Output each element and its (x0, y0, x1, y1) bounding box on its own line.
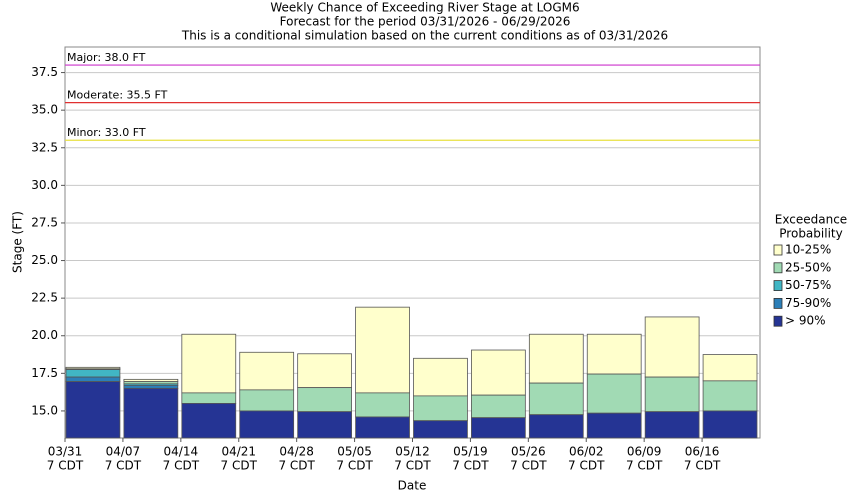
legend-label: 75-90% (785, 296, 831, 310)
bar-segment (355, 306, 410, 394)
legend-swatch (773, 244, 783, 256)
bar-segment (702, 354, 758, 382)
x-tick-sublabel: 7 CDT (221, 459, 258, 473)
threshold-label: Minor: 33.0 FT (67, 126, 146, 139)
x-tick-sublabel: 7 CDT (684, 459, 721, 473)
bar-segment (355, 416, 410, 439)
bar-segment (65, 369, 121, 378)
bar-segment (413, 357, 468, 397)
x-tick-label: 04/28 (279, 445, 314, 459)
x-tick-sublabel: 7 CDT (452, 459, 489, 473)
plot-area (64, 46, 761, 439)
x-tick-label: 04/21 (221, 445, 256, 459)
bar-segment (413, 395, 468, 422)
bar-segment (123, 384, 179, 389)
x-tick-label: 05/19 (453, 445, 488, 459)
legend-swatch (773, 297, 783, 309)
legend-swatch (773, 262, 783, 274)
threshold-label: Major: 38.0 FT (67, 51, 146, 64)
x-tick-sublabel: 7 CDT (105, 459, 142, 473)
x-tick-label: 06/16 (685, 445, 720, 459)
bar-segment (586, 373, 642, 414)
bar-segment (471, 349, 526, 396)
x-axis-label: Date (398, 479, 427, 493)
bar-segment (586, 412, 642, 439)
bar-segment (586, 333, 642, 375)
x-tick-label: 06/02 (569, 445, 604, 459)
x-tick-sublabel: 7 CDT (394, 459, 431, 473)
y-tick-label: 27.5 (31, 215, 58, 229)
legend-swatch (773, 280, 783, 292)
bar-segment (471, 417, 526, 439)
threshold-label: Moderate: 35.5 FT (67, 89, 168, 102)
bar-segment (65, 381, 121, 439)
bar-segment (297, 411, 352, 439)
x-tick-sublabel: 7 CDT (626, 459, 663, 473)
bar-segment (181, 392, 237, 404)
x-tick-sublabel: 7 CDT (568, 459, 605, 473)
x-tick-label: 05/12 (395, 445, 430, 459)
y-tick-label: 25.0 (31, 253, 58, 267)
bar-segment (702, 410, 758, 439)
chart-subtitle: This is a conditional simulation based o… (181, 29, 668, 43)
y-axis-label: Stage (FT) (11, 211, 25, 273)
bar-segment (239, 410, 295, 439)
bar-segment (181, 403, 237, 439)
bar-segment (297, 387, 352, 413)
bar-segment (471, 394, 526, 419)
bar-segment (123, 387, 179, 439)
y-tick-label: 30.0 (31, 178, 58, 192)
x-tick-label: 06/09 (627, 445, 662, 459)
chart-title: Weekly Chance of Exceeding River Stage a… (270, 1, 579, 15)
y-tick-label: 20.0 (31, 328, 58, 342)
y-tick-label: 37.5 (31, 65, 58, 79)
y-tick-label: 15.0 (31, 403, 58, 417)
y-tick-label: 35.0 (31, 103, 58, 117)
bar-segment (181, 333, 237, 394)
legend-label: > 90% (785, 314, 826, 328)
legend-title: Exceedance (775, 213, 847, 227)
bar-segment (644, 376, 700, 413)
bar-segment (239, 389, 295, 412)
chart-subtitle: Forecast for the period 03/31/2026 - 06/… (280, 15, 571, 29)
legend-swatch (773, 315, 783, 327)
x-tick-sublabel: 7 CDT (336, 459, 373, 473)
bar-segment (528, 333, 584, 384)
bar-segment (413, 420, 468, 439)
x-tick-sublabel: 7 CDT (47, 459, 84, 473)
bar-segment (528, 382, 584, 416)
bar-segment (528, 414, 584, 439)
legend-label: 10-25% (785, 243, 831, 257)
x-tick-label: 05/26 (511, 445, 546, 459)
x-tick-label: 04/14 (164, 445, 199, 459)
x-tick-sublabel: 7 CDT (510, 459, 547, 473)
bar-segment (65, 376, 121, 383)
x-tick-label: 05/05 (337, 445, 372, 459)
x-tick-sublabel: 7 CDT (163, 459, 200, 473)
y-tick-label: 22.5 (31, 291, 58, 305)
bar-segment (239, 351, 295, 391)
bar-segment (702, 380, 758, 412)
bar-segment (644, 316, 700, 378)
legend-label: 50-75% (785, 278, 831, 292)
bar-segment (355, 392, 410, 418)
x-tick-sublabel: 7 CDT (278, 459, 315, 473)
bar-segment (644, 411, 700, 439)
bar-segment (297, 353, 352, 389)
legend-label: 25-50% (785, 260, 831, 274)
x-tick-label: 04/07 (106, 445, 141, 459)
y-tick-label: 17.5 (31, 366, 58, 380)
x-tick-label: 03/31 (48, 445, 83, 459)
y-tick-label: 32.5 (31, 140, 58, 154)
legend-title: Probability (779, 227, 842, 241)
